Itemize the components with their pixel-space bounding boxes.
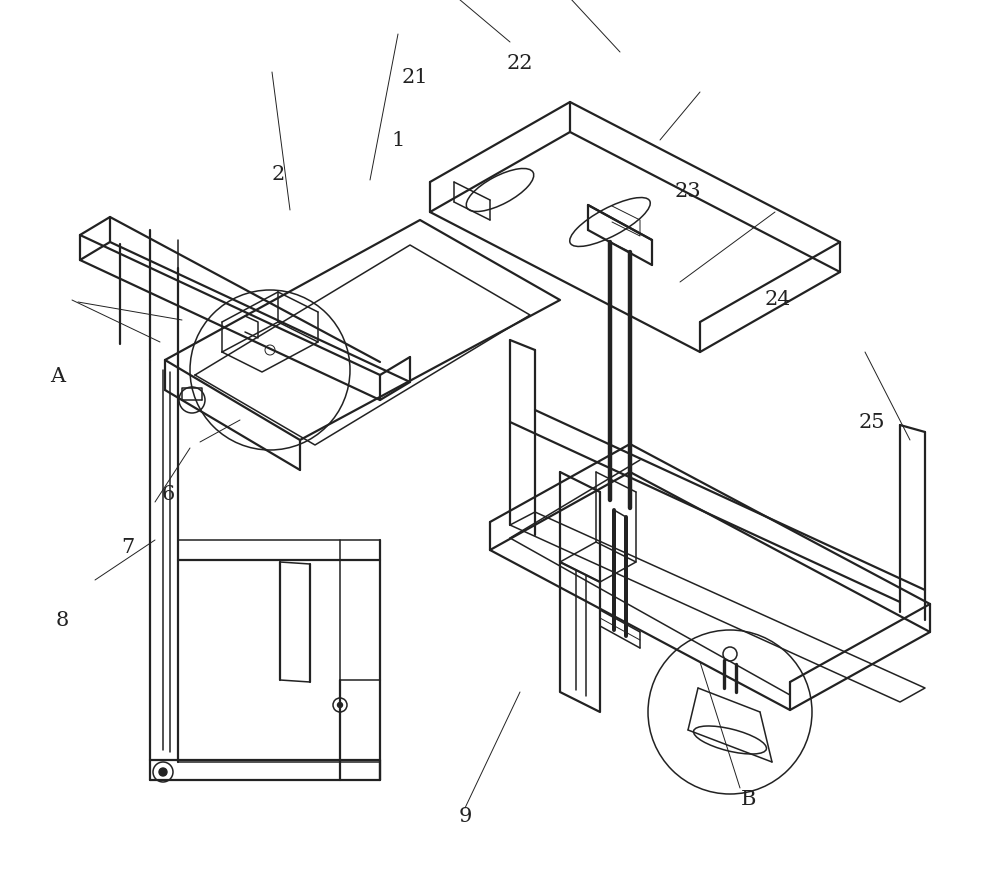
Text: 6: 6	[161, 485, 175, 504]
Text: 1: 1	[391, 131, 405, 150]
Text: 21: 21	[402, 68, 428, 87]
Text: 25: 25	[859, 413, 885, 432]
Text: 24: 24	[765, 290, 791, 309]
Text: 23: 23	[675, 182, 701, 202]
Text: 9: 9	[458, 807, 472, 826]
Text: 2: 2	[271, 165, 285, 184]
Circle shape	[159, 768, 167, 776]
Text: B: B	[740, 789, 756, 809]
Text: 8: 8	[55, 611, 69, 630]
Circle shape	[338, 702, 342, 708]
Text: A: A	[50, 367, 66, 386]
Text: 22: 22	[507, 54, 533, 73]
Text: 7: 7	[121, 538, 135, 557]
